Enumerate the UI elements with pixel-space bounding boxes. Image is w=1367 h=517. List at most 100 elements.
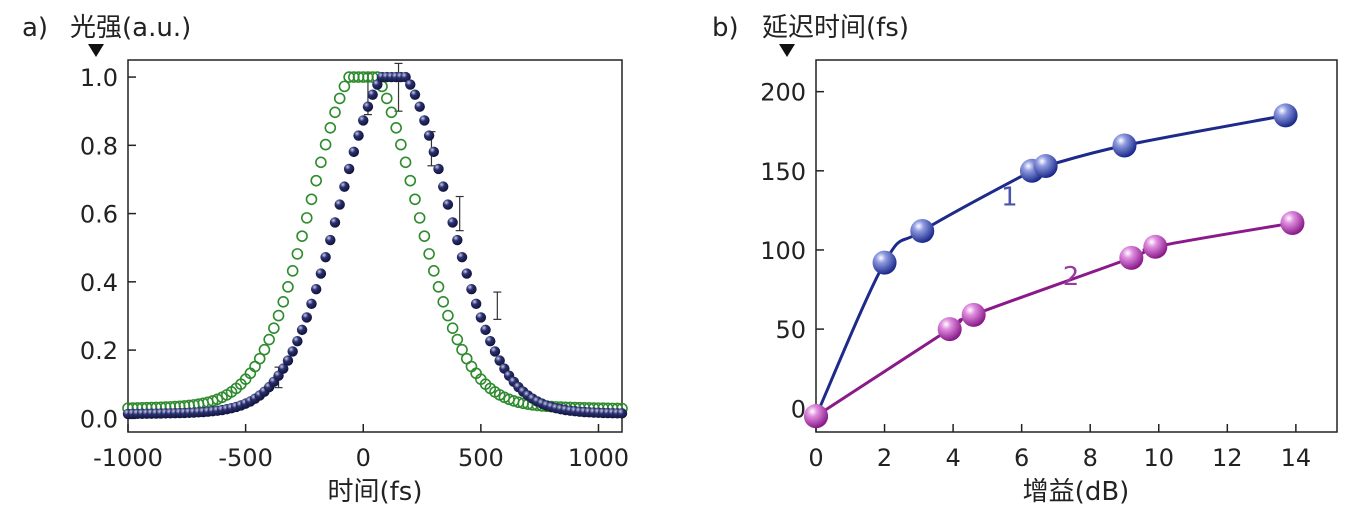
chart-a-ylabel: 光强(a.u.) (70, 13, 191, 43)
chart-b-series-label-1: 1 (1001, 183, 1018, 213)
chart-a-point-open (291, 248, 304, 260)
chart-a-point-open (329, 106, 341, 119)
chart-a-point-filled (461, 268, 472, 279)
chart-b-y-ticks: 0 50 100 150 200 (760, 79, 824, 423)
chart-b-xtick-label: 0 (808, 444, 823, 472)
chart-a-point-filled (329, 217, 341, 228)
chart-a-point-open (310, 174, 322, 187)
chart-a-point-filled (310, 283, 322, 295)
chart-a-point-filled (494, 355, 505, 366)
chart-b-y-arrow-icon (779, 44, 795, 57)
chart-a-point-filled (485, 336, 496, 347)
chart-a-point-open (409, 193, 421, 206)
chart-a-point-open (413, 212, 426, 224)
chart-a-point-open (380, 92, 393, 105)
chart-b-point-2 (1119, 245, 1144, 270)
chart-a-y-ticks: 0.0 0.2 0.4 0.6 0.8 1.0 (80, 64, 136, 433)
chart-a-ytick-label: 0.2 (80, 337, 118, 365)
chart-b-panel-label: b) (712, 13, 739, 43)
chart-a-point-filled (353, 130, 364, 141)
chart-a-point-filled (489, 346, 501, 357)
chart-b-point-2 (1143, 234, 1168, 259)
chart-a-point-filled (343, 163, 355, 175)
chart-b-point-1 (872, 250, 897, 275)
chart-a-point-open (268, 322, 280, 334)
chart-a-point-filled (325, 234, 336, 246)
chart-b-point-2 (937, 317, 962, 342)
chart-a-ytick-label: 0.4 (80, 269, 118, 297)
chart-a-ytick-label: 1.0 (80, 64, 118, 92)
chart-a-point-open (442, 309, 454, 322)
chart-a-point-filled (616, 408, 628, 419)
chart-b-xtick-label: 8 (1083, 444, 1098, 472)
chart-a-point-filled (480, 324, 491, 336)
chart-a-point-filled (334, 199, 345, 210)
chart-a-point-filled (348, 146, 360, 158)
chart-a-point-filled (362, 101, 374, 112)
chart-b-xtick-label: 6 (1014, 444, 1029, 472)
chart-a-point-open (296, 230, 308, 242)
chart-a-point-filled (456, 251, 468, 263)
chart-a-ytick-label: 0.6 (80, 201, 118, 229)
chart-a-point-open (253, 352, 266, 365)
chart-b-ytick-label: 200 (760, 79, 806, 107)
chart-a-point-filled (372, 79, 383, 90)
chart-b-ylabel: 延迟时间(fs) (762, 13, 909, 43)
chart-a-point-open (258, 343, 271, 356)
chart-a-point-filled (423, 130, 435, 141)
chart-a-point-filled (306, 298, 317, 310)
chart-b-point-2 (961, 302, 986, 327)
chart-a-point-open (456, 343, 468, 356)
chart-b-line-2 (815, 221, 1293, 418)
chart-b-x-ticks: 0 2 4 6 8 10 12 14 (808, 424, 1311, 472)
chart-a-point-open (272, 309, 285, 322)
chart-a-point-open (263, 333, 275, 346)
chart-a-xtick-label: -500 (218, 444, 272, 472)
chart-b-xtick-label: 4 (945, 444, 960, 472)
chart-b-ytick-label: 50 (775, 316, 806, 344)
chart-a-point-filled (315, 268, 327, 279)
chart-a-series-open (122, 71, 628, 415)
chart-b-ytick-label: 100 (760, 237, 806, 265)
chart-a-ytick-label: 0.8 (80, 132, 118, 160)
chart-a-point-filled (414, 101, 425, 112)
chart-b-xtick-label: 10 (1143, 444, 1174, 472)
chart-a-point-open (333, 92, 346, 105)
chart-a-point-filled (282, 355, 294, 366)
chart-a-point-open (300, 212, 313, 224)
chart-a-point-filled (296, 324, 308, 336)
chart-a-xlabel: 时间(fs) (328, 477, 423, 507)
chart-a-point-open (338, 80, 351, 93)
chart-a-frame (127, 59, 623, 433)
chart-a-point-open (446, 322, 459, 334)
chart-b-series-label-2: 2 (1063, 262, 1080, 292)
chart-a-point-open (315, 156, 327, 169)
chart-b-point-2 (804, 404, 828, 429)
chart-b-point-1 (1033, 154, 1058, 179)
chart-a-point-open (277, 296, 290, 308)
chart-a-point-open (319, 138, 332, 151)
chart-b-xlabel: 增益(dB) (1023, 477, 1130, 507)
chart-a-point-filled (419, 115, 430, 126)
chart-a-point-open (404, 174, 417, 187)
chart-a-ytick-label: 0.0 (80, 405, 118, 433)
chart-a-point-open (451, 333, 464, 346)
chart-a-point-filled (470, 298, 482, 310)
chart-b-point-1 (1112, 133, 1137, 158)
chart-a-point-filled (452, 234, 463, 246)
chart-a-series-filled (122, 71, 628, 420)
chart-a-point-filled (475, 312, 487, 323)
chart-b-point-1 (910, 218, 935, 243)
chart-a-point-filled (438, 181, 449, 192)
chart-a-xtick-label: -1000 (93, 444, 163, 472)
chart-a-point-open (437, 296, 450, 308)
chart-b-point-1 (1273, 103, 1298, 128)
chart-b-xtick-label: 14 (1281, 444, 1312, 472)
chart-a-point-filled (278, 363, 289, 374)
chart-a-xtick-label: 0 (356, 444, 371, 472)
chart-a-xtick-label: 500 (458, 444, 504, 472)
chart-a-point-filled (358, 115, 369, 126)
chart-b-points (804, 103, 1305, 429)
chart-a-error-bars (274, 62, 502, 389)
